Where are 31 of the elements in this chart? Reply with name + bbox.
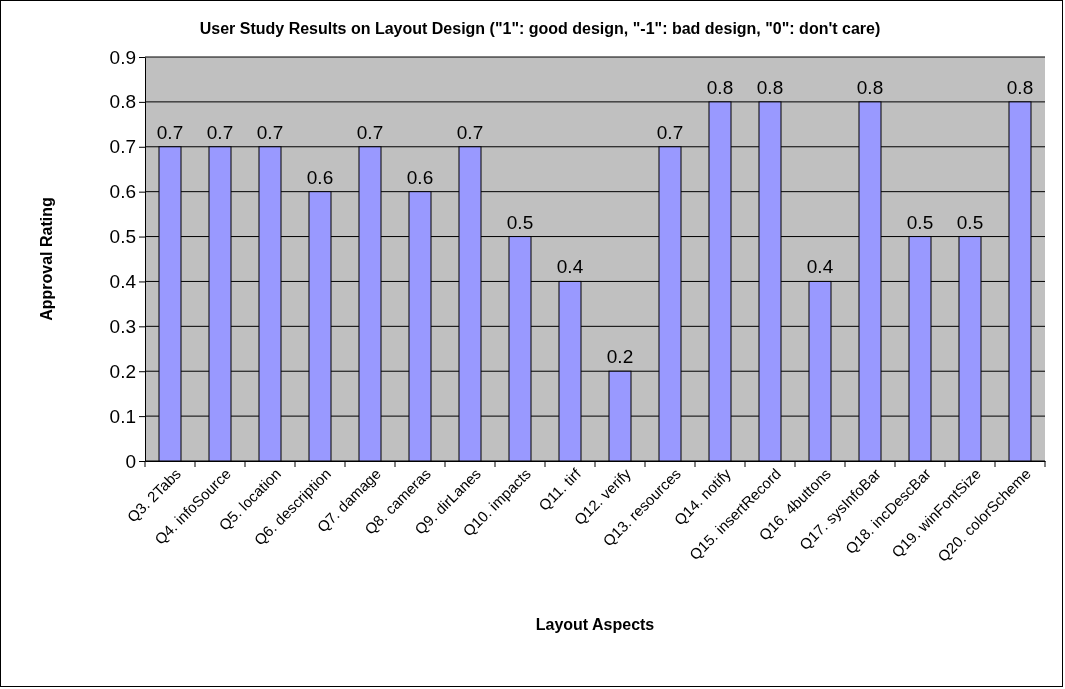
data-label: 0.8 <box>756 76 784 98</box>
data-label: 0.5 <box>906 211 934 233</box>
data-label: 0.8 <box>706 76 734 98</box>
data-label: 0.7 <box>206 121 234 143</box>
x-axis-title: Layout Aspects <box>535 616 655 633</box>
data-label: 0.4 <box>556 256 584 278</box>
y-tick-label: 0 <box>125 450 136 472</box>
y-axis-title: Approval Rating <box>38 197 55 321</box>
data-label: 0.7 <box>356 121 384 143</box>
data-label: 0.8 <box>1006 76 1034 98</box>
data-label: 0.7 <box>256 121 284 143</box>
data-label: 0.5 <box>506 211 534 233</box>
chart-title: User Study Results on Layout Design ("1": good design, "-1": bad design, "0": don't care) <box>199 20 881 37</box>
y-tick-label: 0.5 <box>109 226 136 248</box>
data-label: 0.8 <box>856 76 884 98</box>
y-tick-label: 0.7 <box>109 136 136 158</box>
y-tick-label: 0.3 <box>109 315 136 337</box>
data-label: 0.7 <box>156 121 184 143</box>
data-label: 0.7 <box>656 121 684 143</box>
y-tick-label: 0.2 <box>109 360 136 382</box>
data-label: 0.6 <box>306 166 334 188</box>
data-label: 0.4 <box>806 256 834 278</box>
y-tick-label: 0.4 <box>109 271 137 293</box>
y-tick-label: 0.9 <box>109 46 136 68</box>
y-tick-label: 0.8 <box>109 91 136 113</box>
y-tick-label: 0.1 <box>109 405 136 427</box>
data-label: 0.5 <box>956 211 984 233</box>
data-label: 0.2 <box>606 346 634 368</box>
y-tick-label: 0.6 <box>109 181 136 203</box>
data-label: 0.7 <box>456 121 484 143</box>
data-label: 0.6 <box>406 166 434 188</box>
